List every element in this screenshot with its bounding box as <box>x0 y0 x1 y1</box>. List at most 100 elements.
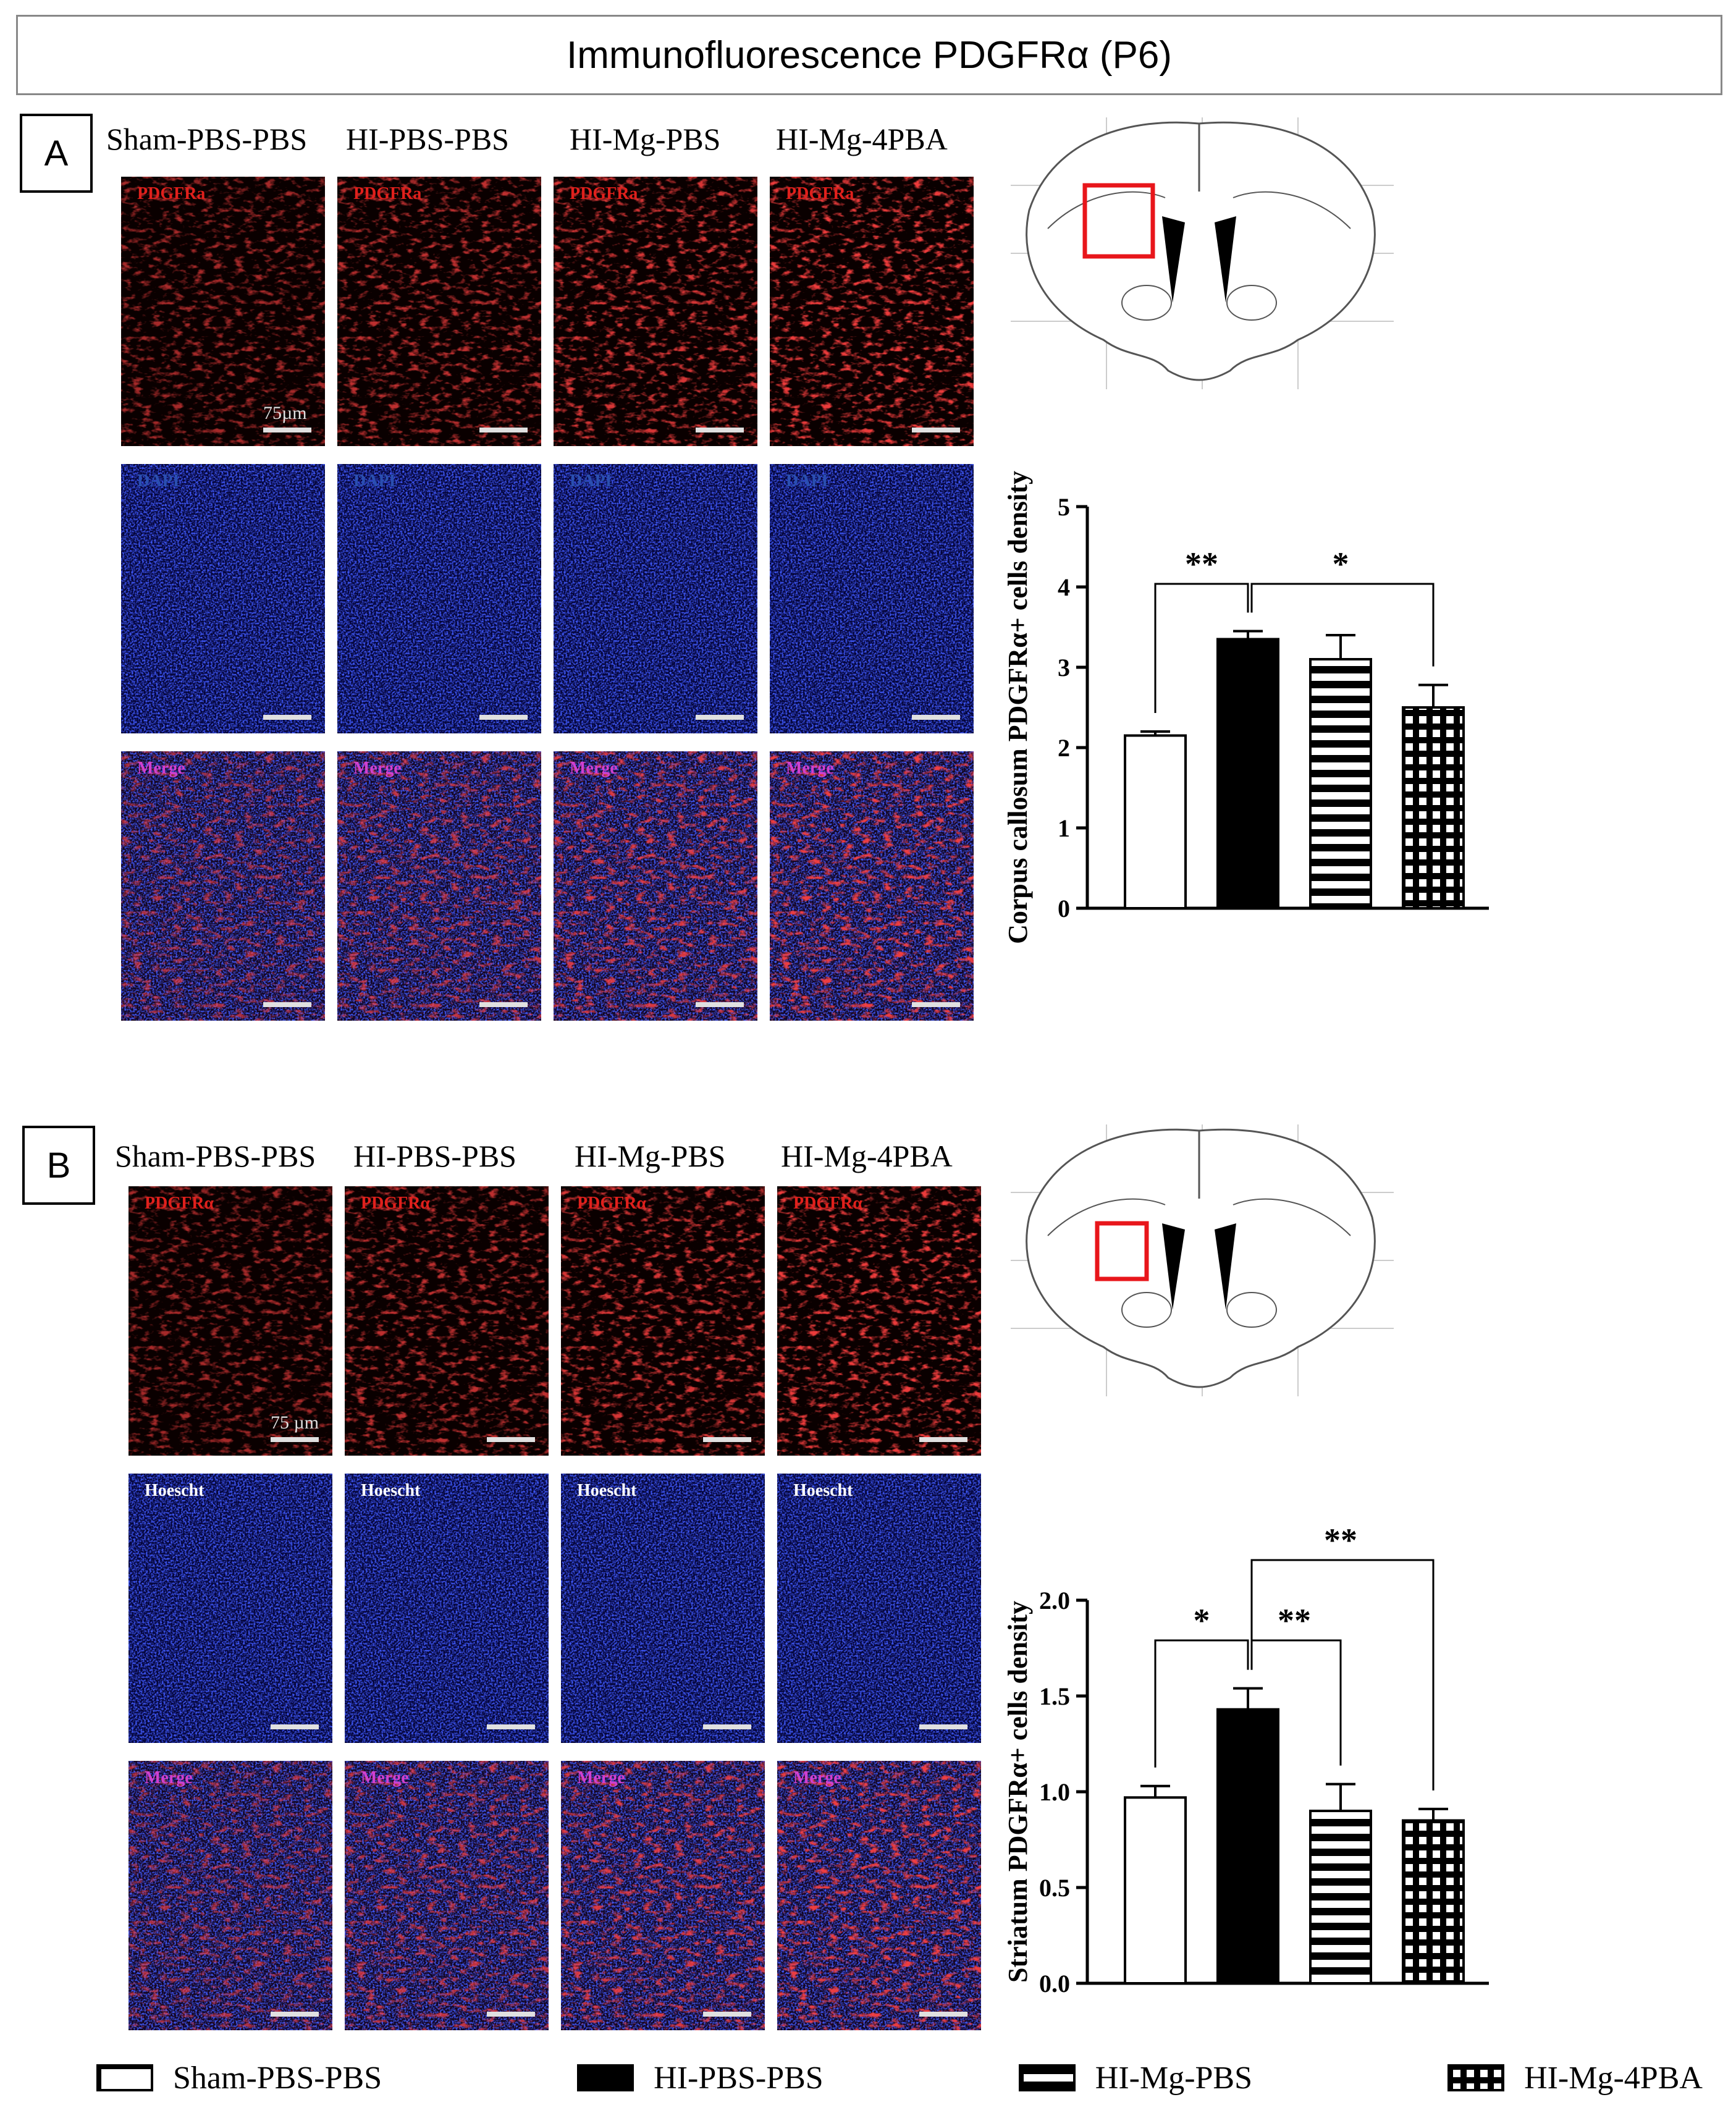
scale-bar <box>703 1437 751 1442</box>
legend-item-sham: Sham-PBS-PBS <box>96 2056 382 2099</box>
legend-item-hi-mg-4pba: HI-Mg-4PBA <box>1447 2056 1703 2099</box>
micrograph-tile: PDGFRa <box>337 177 541 446</box>
scale-bar-label: 75µm <box>263 403 307 423</box>
tile-channel-label: PDGFRa <box>570 184 638 203</box>
scale-bar <box>696 715 744 720</box>
y-tick-label: 2.0 <box>1039 1587 1070 1614</box>
scale-bar <box>487 2012 535 2017</box>
micrograph-tile: Hoescht <box>345 1474 549 1743</box>
micrograph-tile: Merge <box>337 751 541 1021</box>
micrograph-grid-b: PDGFRα 75 µm PDGFRα PDGFRα PDGFRα Hoescht Hoes… <box>129 1186 981 2030</box>
micrograph-tile: PDGFRα <box>561 1186 765 1456</box>
significance-label: * <box>1333 546 1349 583</box>
bar <box>1216 1708 1279 1985</box>
scale-bar <box>912 428 960 432</box>
tile-channel-label: Merge <box>145 1768 193 1787</box>
tile-channel-label: Hoescht <box>361 1481 421 1500</box>
group-label-b-2: HI-PBS-PBS <box>353 1139 516 1173</box>
tile-channel-label: DAPI <box>353 471 396 491</box>
tile-channel-label: Hoescht <box>793 1481 853 1500</box>
y-tick-label: 3 <box>1058 654 1070 681</box>
significance-bracket <box>1250 583 1435 667</box>
scale-bar <box>487 1724 535 1729</box>
legend-item-hi-mg-pbs: HI-Mg-PBS <box>1018 2056 1252 2099</box>
micrograph-tile: DAPI <box>770 464 974 733</box>
scale-bar <box>919 2012 967 2017</box>
micrograph-tile: Merge <box>129 1761 332 2030</box>
y-axis-label: Corpus callosum PDGFRα+ cells density <box>1003 471 1033 944</box>
scale-bar <box>912 715 960 720</box>
significance-label: ** <box>1185 546 1218 583</box>
brain-atlas-diagram-b <box>1011 1124 1394 1396</box>
legend-label-hi-pbs: HI-PBS-PBS <box>654 2060 824 2096</box>
scale-bar <box>696 1002 744 1007</box>
scale-bar <box>703 1724 751 1729</box>
micrograph-tile: PDGFRα <box>345 1186 549 1456</box>
y-axis-label: Striatum PDGFRα+ cells density <box>1003 1601 1033 1983</box>
micrograph-tile: PDGFRa <box>554 177 757 446</box>
scale-bar <box>271 2012 319 2017</box>
significance-label: ** <box>1278 1602 1311 1639</box>
group-label-b-3: HI-Mg-PBS <box>575 1139 726 1173</box>
y-tick-label: 4 <box>1058 573 1070 601</box>
tile-channel-label: Merge <box>570 759 618 778</box>
micrograph-tile: DAPI <box>121 464 325 733</box>
group-label-b-1: Sham-PBS-PBS <box>115 1139 316 1173</box>
group-label-a-2: HI-PBS-PBS <box>346 122 509 156</box>
tile-channel-label: PDGFRα <box>361 1194 431 1213</box>
scale-bar <box>479 428 528 432</box>
group-label-a-1: Sham-PBS-PBS <box>106 122 308 156</box>
tile-channel-label: PDGFRα <box>793 1194 863 1213</box>
tile-channel-label: Merge <box>786 759 834 778</box>
micrograph-tile: Hoescht <box>777 1474 981 1743</box>
y-tick-label: 5 <box>1058 493 1070 521</box>
tile-channel-label: PDGFRa <box>137 184 206 203</box>
legend-swatch-hstripes <box>1018 2064 1076 2091</box>
group-label-a-4: HI-Mg-4PBA <box>776 122 948 156</box>
tile-channel-label: DAPI <box>137 471 180 491</box>
micrograph-tile: Hoescht <box>561 1474 765 1743</box>
legend-label-hi-mg-4pba: HI-Mg-4PBA <box>1524 2060 1703 2096</box>
legend-swatch-white <box>96 2064 153 2091</box>
micrograph-tile: Merge <box>121 751 325 1021</box>
tile-channel-label: Hoescht <box>145 1481 204 1500</box>
figure-title: Immunofluorescence PDGFRα (P6) <box>16 15 1722 95</box>
micrograph-tile: PDGFRα <box>777 1186 981 1456</box>
y-tick-label: 1.0 <box>1039 1778 1070 1806</box>
micrograph-grid-a: PDGFRa 75µm PDGFRa PDGFRa PDGFRa DAPI DAPI DAPI… <box>121 177 974 1021</box>
scale-bar <box>703 2012 751 2017</box>
y-tick-label: 2 <box>1058 734 1070 762</box>
micrograph-tile: PDGFRa <box>770 177 974 446</box>
y-tick-label: 0.5 <box>1039 1874 1070 1902</box>
significance-bracket <box>1250 1559 1435 1791</box>
micrograph-tile: Merge <box>770 751 974 1021</box>
legend-item-hi-pbs: HI-PBS-PBS <box>577 2056 824 2099</box>
micrograph-tile: DAPI <box>337 464 541 733</box>
scale-bar-label: 75 µm <box>271 1412 319 1433</box>
tile-channel-label: PDGFRα <box>577 1194 647 1213</box>
group-label-b-4: HI-Mg-4PBA <box>781 1139 953 1173</box>
scale-bar <box>271 1724 319 1729</box>
significance-label: ** <box>1324 1522 1357 1559</box>
tile-channel-label: DAPI <box>570 471 612 491</box>
legend: Sham-PBS-PBS HI-PBS-PBS HI-Mg-PBS HI-Mg-… <box>96 2056 1703 2099</box>
legend-swatch-black <box>577 2064 634 2091</box>
micrograph-tile: DAPI <box>554 464 757 733</box>
micrograph-tile: Merge <box>345 1761 549 2030</box>
micrograph-tile: Merge <box>561 1761 765 2030</box>
significance-bracket <box>1154 1639 1249 1768</box>
scale-bar <box>919 1724 967 1729</box>
tile-channel-label: Merge <box>577 1768 625 1787</box>
bar <box>1309 658 1372 909</box>
group-label-a-3: HI-Mg-PBS <box>570 122 721 156</box>
significance-label: * <box>1194 1602 1210 1639</box>
micrograph-tile: Hoescht <box>129 1474 332 1743</box>
chart-striatum: Striatum PDGFRα+ cells density 0.0 0.5 1.0 1… <box>995 1508 1507 2027</box>
tile-channel-label: DAPI <box>786 471 828 491</box>
tile-channel-label: PDGFRα <box>145 1194 214 1213</box>
bar <box>1124 734 1187 909</box>
scale-bar <box>487 1437 535 1442</box>
legend-label-sham: Sham-PBS-PBS <box>173 2060 382 2096</box>
panel-letter-b: B <box>22 1126 95 1205</box>
